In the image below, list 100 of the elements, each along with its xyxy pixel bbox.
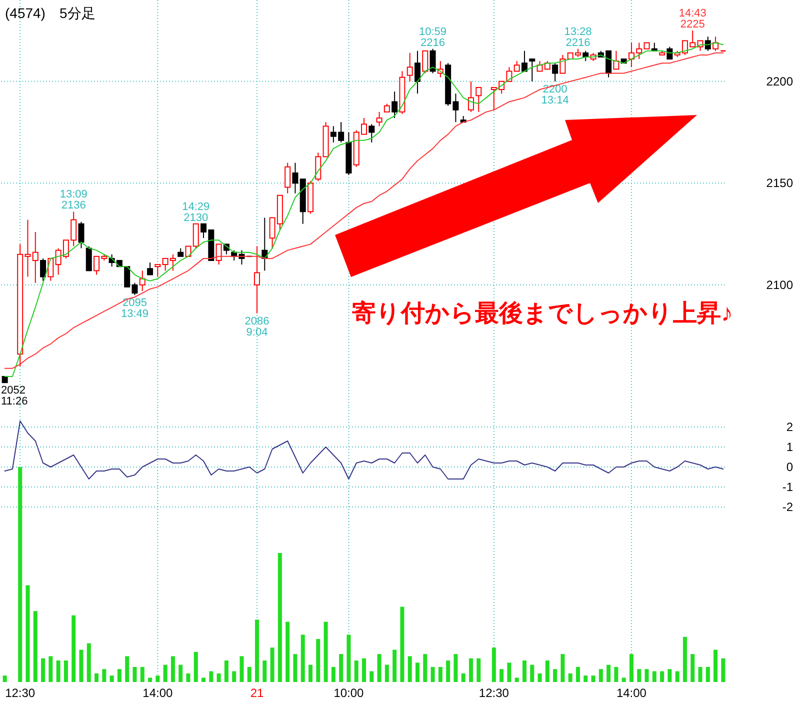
bar — [255, 620, 260, 682]
bar — [698, 666, 702, 682]
bar — [644, 669, 649, 682]
bar — [706, 666, 710, 682]
y-tick-label: -1 — [782, 480, 794, 494]
bar — [110, 676, 114, 682]
bar — [262, 660, 267, 682]
x-tick-label: 12:30 — [5, 686, 36, 700]
y-tick-label: 1 — [786, 440, 794, 454]
bar — [132, 666, 137, 682]
bar — [545, 660, 550, 682]
bar — [33, 611, 38, 682]
bar — [194, 652, 198, 682]
bar — [170, 656, 175, 682]
bar — [331, 666, 336, 682]
bar — [72, 615, 76, 682]
bar — [125, 656, 130, 682]
bar — [186, 673, 190, 682]
bar — [377, 654, 382, 682]
bar — [538, 673, 542, 682]
bar — [530, 664, 534, 682]
bar — [415, 662, 420, 682]
bar — [293, 654, 298, 682]
text: 10:59 2216 — [419, 26, 447, 49]
text: 2095 13:49 — [120, 297, 148, 320]
bar — [163, 664, 168, 682]
bar — [178, 664, 183, 682]
bar — [86, 643, 91, 682]
bar — [362, 658, 366, 682]
bar — [721, 658, 726, 682]
bar — [26, 585, 30, 682]
bar — [591, 676, 596, 682]
bar — [598, 669, 603, 682]
bar — [354, 660, 358, 682]
chart-title: (4574) 5分足 — [5, 5, 96, 21]
y-tick-label: 2150 — [766, 176, 794, 190]
bar — [606, 664, 611, 682]
bar — [652, 671, 656, 682]
bar — [300, 634, 305, 682]
bar — [400, 606, 404, 682]
bar — [614, 666, 618, 682]
y-tick-label: 2 — [786, 420, 794, 434]
annotation: 寄り付から最後までしっかり上昇♪ — [352, 299, 733, 327]
bar — [675, 671, 680, 682]
bar — [384, 664, 389, 682]
bar — [392, 650, 397, 682]
bar — [629, 654, 634, 682]
bar — [278, 553, 282, 682]
bar — [308, 664, 313, 682]
bar — [140, 666, 144, 682]
bar — [500, 669, 504, 682]
bar — [461, 673, 466, 682]
bar — [507, 662, 512, 682]
bar — [553, 669, 558, 682]
bar — [79, 650, 84, 682]
bar — [408, 656, 412, 682]
bar — [240, 656, 244, 682]
y-tick-label: -2 — [782, 500, 794, 514]
bar — [430, 666, 435, 682]
bar — [148, 678, 152, 682]
y-tick-label: 2200 — [766, 74, 794, 88]
bar — [584, 676, 588, 682]
text: 13:09 2136 — [60, 188, 88, 212]
bar — [232, 671, 236, 682]
text: 13:28 2216 — [564, 26, 592, 49]
bar — [216, 673, 221, 682]
bar — [492, 648, 496, 682]
bar — [156, 676, 160, 682]
x-tick-label: 21 — [250, 686, 264, 700]
bar — [209, 671, 214, 682]
y-tick-label: 0 — [786, 460, 794, 474]
bar — [560, 654, 565, 682]
bar — [468, 658, 473, 682]
bar — [2, 676, 7, 682]
text: 2086 9:04 — [244, 315, 270, 338]
text: 2052 11:26 — [1, 384, 28, 408]
bar — [714, 650, 718, 682]
bar — [454, 654, 458, 682]
bar — [94, 673, 99, 682]
bar — [370, 671, 374, 682]
y-tick-label: 2100 — [766, 278, 794, 292]
bar — [423, 654, 428, 682]
bar — [102, 669, 106, 682]
x-tick-label: 10:00 — [334, 686, 364, 700]
bar — [622, 678, 626, 682]
bar — [316, 639, 320, 682]
bar — [41, 658, 46, 682]
x-tick-label: 14:00 — [616, 686, 647, 700]
bar — [522, 660, 526, 682]
bar — [446, 660, 450, 682]
bar — [117, 669, 122, 682]
bar — [438, 666, 442, 682]
bar — [247, 666, 252, 682]
x-tick-label: 14:00 — [142, 686, 174, 700]
bar — [270, 648, 274, 682]
bar — [682, 636, 687, 682]
text: 14:29 2130 — [182, 200, 210, 224]
bar — [202, 678, 206, 682]
bar — [339, 654, 344, 682]
bar — [568, 673, 572, 682]
